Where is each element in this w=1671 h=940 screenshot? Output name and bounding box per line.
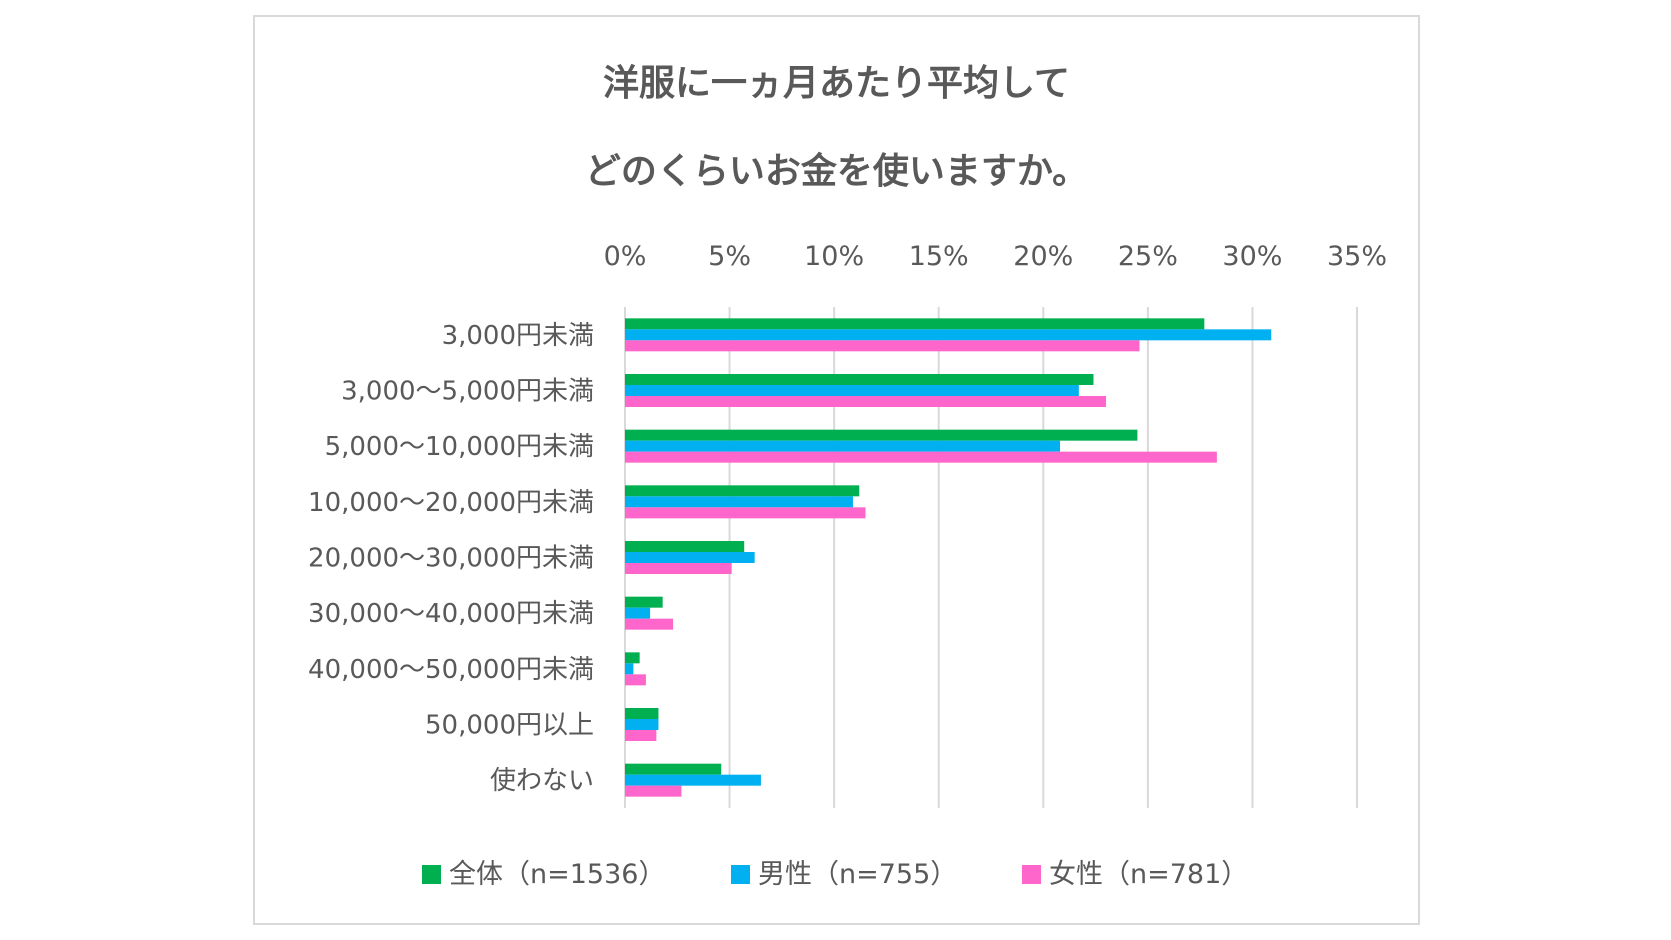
bar <box>625 774 761 786</box>
x-tick-label: 5% <box>708 241 751 272</box>
x-tick-label: 35% <box>1327 241 1387 272</box>
chart-title-line-1: 洋服に一ヵ月あたり平均して <box>603 63 1070 104</box>
bar <box>625 607 651 619</box>
bar <box>625 385 1079 396</box>
category-label: 30,000～40,000円未満 <box>308 599 594 629</box>
bar <box>625 541 745 552</box>
bar <box>625 507 866 519</box>
bar <box>625 329 1272 341</box>
legend-item-male: 男性（n=755） <box>731 852 957 891</box>
x-tick-label: 25% <box>1118 241 1178 272</box>
category-label: 3,000円未満 <box>442 321 594 351</box>
bar <box>625 763 722 775</box>
bar <box>625 719 659 730</box>
legend-item-female: 女性（n=781） <box>1022 852 1248 891</box>
legend-label-male: 男性（n=755） <box>758 859 958 890</box>
chart-title-line-2: どのくらいお金を使いますか。 <box>584 151 1089 192</box>
legend-item-all: 全体（n=1536） <box>422 852 665 891</box>
bar <box>625 730 657 741</box>
bar <box>625 318 1205 330</box>
bar <box>625 618 674 630</box>
bar <box>625 652 640 664</box>
bar <box>625 674 646 686</box>
bar <box>625 596 663 608</box>
category-label: 5,000～10,000円未満 <box>325 432 594 462</box>
bar <box>625 451 1217 463</box>
legend-label-female: 女性（n=781） <box>1049 859 1249 890</box>
bar <box>625 708 659 719</box>
category-label: 20,000～30,000円未満 <box>308 544 594 574</box>
bar <box>625 563 732 574</box>
bar <box>625 440 1061 452</box>
category-label: 使わない <box>490 766 594 796</box>
legend-swatch-female <box>1022 865 1041 884</box>
bar <box>625 496 853 508</box>
bar <box>625 374 1094 385</box>
legend-swatch-all <box>422 865 441 884</box>
category-label: 40,000～50,000円未満 <box>308 655 594 685</box>
bar <box>625 785 682 797</box>
x-tick-label: 20% <box>1013 241 1073 272</box>
bar <box>625 485 860 497</box>
legend-swatch-male <box>731 865 750 884</box>
x-tick-label: 10% <box>804 241 864 272</box>
category-label: 10,000～20,000円未満 <box>308 488 594 518</box>
x-tick-label: 15% <box>909 241 969 272</box>
category-label: 50,000円以上 <box>425 711 594 741</box>
chart-frame <box>253 15 1420 925</box>
x-tick-label: 30% <box>1222 241 1282 272</box>
bar <box>625 340 1140 352</box>
bar <box>625 663 634 675</box>
bar <box>625 396 1107 407</box>
x-tick-label: 0% <box>604 241 647 272</box>
category-label: 3,000～5,000円未満 <box>341 377 594 407</box>
bar <box>625 552 755 563</box>
bar <box>625 429 1138 441</box>
legend-label-all: 全体（n=1536） <box>449 859 666 890</box>
